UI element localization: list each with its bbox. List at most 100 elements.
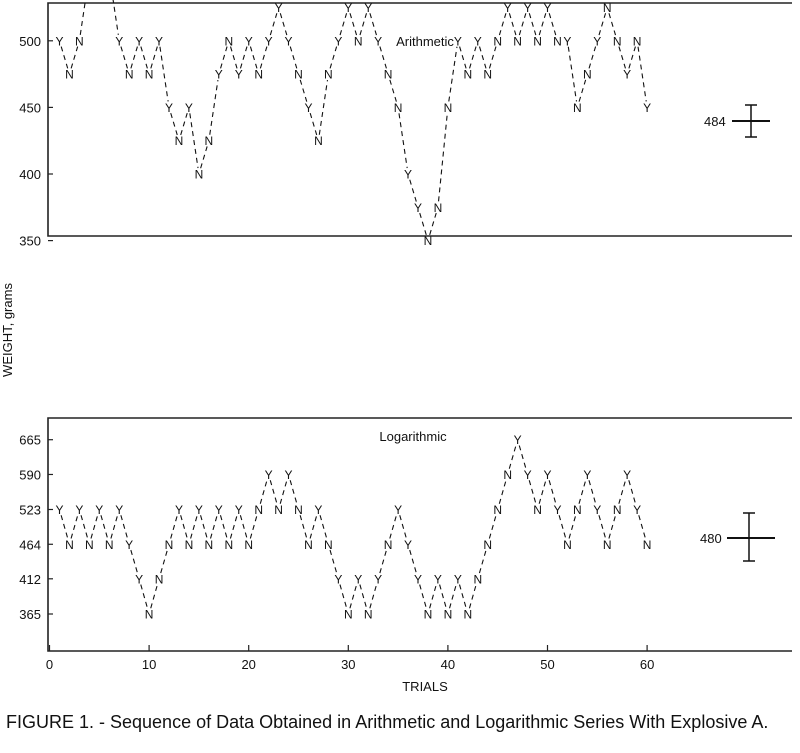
- trial-marker-yes: Y: [75, 503, 83, 517]
- trial-connector: [269, 480, 278, 504]
- trial-marker-yes: Y: [454, 572, 462, 586]
- trial-marker-no: N: [424, 234, 433, 248]
- trial-marker-no: N: [165, 538, 174, 552]
- x-tick-label: 20: [241, 657, 255, 672]
- y-tick-label: 500: [19, 34, 41, 49]
- trial-marker-yes: Y: [344, 1, 352, 15]
- trial-marker-no: N: [314, 134, 323, 148]
- trial-connector: [429, 584, 437, 609]
- trial-connector: [259, 480, 268, 504]
- trial-connector: [170, 112, 178, 136]
- trial-connector: [437, 113, 448, 202]
- trial-connector: [508, 13, 517, 36]
- trial-marker-no: N: [175, 134, 184, 148]
- trial-marker-no: N: [65, 538, 74, 552]
- trial-marker-no: N: [324, 538, 333, 552]
- trial-connector: [538, 13, 547, 36]
- trial-marker-yes: Y: [434, 572, 442, 586]
- trial-connector: [588, 46, 597, 69]
- trial-marker-yes: Y: [514, 433, 522, 447]
- trial-marker-no: N: [444, 608, 453, 622]
- y-tick-label: 400: [19, 167, 41, 182]
- trial-marker-yes: Y: [135, 34, 143, 48]
- trial-connector: [548, 480, 557, 504]
- trial-connector: [558, 515, 567, 539]
- trial-connector: [349, 13, 358, 36]
- trial-connector: [339, 584, 348, 609]
- trial-marker-yes: Y: [593, 34, 601, 48]
- trial-connector: [448, 46, 458, 102]
- trial-connector: [220, 46, 228, 69]
- trial-connector: [379, 46, 387, 69]
- trial-marker-no: N: [364, 608, 373, 622]
- trial-connector: [279, 480, 288, 504]
- trial-marker-no: N: [205, 538, 214, 552]
- trial-connector: [469, 46, 477, 69]
- trial-marker-no: N: [583, 68, 592, 82]
- trial-connector: [200, 146, 208, 169]
- trial-connector: [239, 46, 248, 69]
- trial-marker-no: N: [185, 538, 194, 552]
- trial-marker-yes: Y: [474, 34, 482, 48]
- trial-marker-no: N: [254, 68, 263, 82]
- trial-connector: [329, 549, 338, 574]
- trial-connector: [498, 480, 507, 504]
- y-tick-label: 523: [19, 502, 41, 517]
- trial-marker-no: N: [503, 468, 512, 482]
- trial-marker-no: N: [125, 68, 134, 82]
- trial-marker-no: N: [563, 538, 572, 552]
- trial-marker-no: N: [85, 538, 94, 552]
- trial-marker-no: N: [384, 538, 393, 552]
- trial-marker-yes: Y: [125, 538, 133, 552]
- trial-marker-yes: Y: [265, 468, 273, 482]
- trial-connector: [309, 515, 318, 539]
- trial-marker-yes: Y: [115, 503, 123, 517]
- trial-marker-yes: Y: [334, 34, 342, 48]
- trial-marker-yes: Y: [543, 468, 551, 482]
- trial-connector: [488, 515, 497, 539]
- y-tick-label: 464: [19, 537, 41, 552]
- trial-marker-yes: Y: [55, 34, 63, 48]
- trial-connector: [478, 549, 487, 574]
- y-tick-label: 590: [19, 467, 41, 482]
- trial-marker-no: N: [533, 503, 542, 517]
- trial-marker-yes: Y: [195, 503, 203, 517]
- trial-marker-no: N: [294, 68, 303, 82]
- trial-marker-no: N: [294, 503, 303, 517]
- arithmetic-mean-label: 484: [704, 114, 726, 129]
- trial-connector: [150, 584, 158, 609]
- trial-marker-no: N: [274, 503, 283, 517]
- y-tick-label: 665: [19, 433, 41, 448]
- trial-marker-yes: Y: [414, 572, 422, 586]
- trial-marker-yes: Y: [285, 468, 293, 482]
- trial-marker-no: N: [533, 34, 542, 48]
- x-tick-label: 60: [640, 657, 654, 672]
- trial-marker-no: N: [424, 608, 433, 622]
- trial-connector: [60, 46, 69, 69]
- trial-marker-yes: Y: [583, 468, 591, 482]
- trial-marker-yes: Y: [623, 68, 631, 82]
- trial-marker-yes: Y: [334, 572, 342, 586]
- trial-connector: [269, 13, 278, 36]
- trial-connector: [379, 549, 388, 574]
- trial-connector: [439, 584, 447, 609]
- trial-marker-no: N: [493, 34, 502, 48]
- trial-marker-no: N: [354, 34, 363, 48]
- trial-marker-no: N: [483, 538, 492, 552]
- trial-connector: [628, 480, 637, 504]
- trial-marker-no: N: [304, 538, 313, 552]
- logarithmic-y-ticks: 665 590 523 464 412 365: [19, 433, 53, 622]
- trial-marker-yes: Y: [524, 468, 532, 482]
- arithmetic-title: Arithmetic: [396, 34, 454, 49]
- trial-marker-no: N: [553, 34, 562, 48]
- trial-marker-yes: Y: [543, 1, 551, 15]
- trial-marker-yes: Y: [275, 1, 283, 15]
- trial-connector: [209, 515, 218, 539]
- trial-marker-yes: Y: [414, 201, 422, 215]
- trial-connector: [598, 515, 607, 539]
- trial-marker-yes: Y: [394, 503, 402, 517]
- trial-marker-yes: Y: [374, 572, 382, 586]
- trial-marker-no: N: [633, 34, 642, 48]
- trial-marker-no: N: [613, 34, 622, 48]
